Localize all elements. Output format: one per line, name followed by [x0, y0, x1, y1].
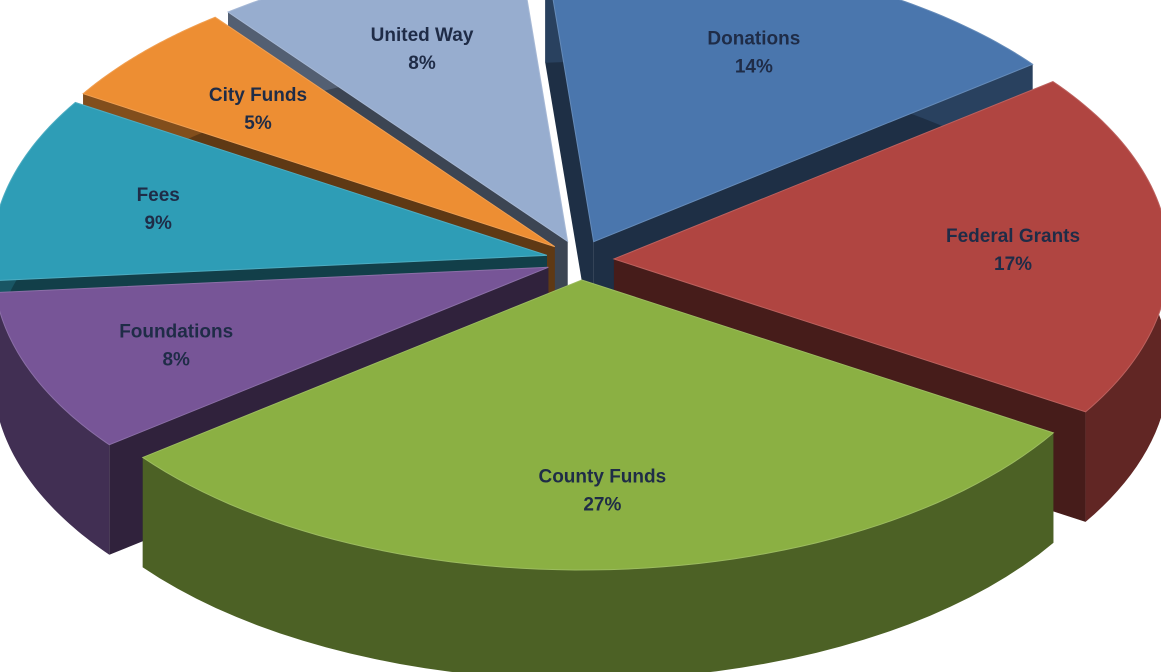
slice-united-way [226, 0, 569, 243]
slice-percent-fees: 9% [144, 213, 172, 234]
slice-percent-donations: 14% [735, 56, 773, 77]
slice-fees [0, 101, 548, 281]
slice-county-funds [141, 279, 1055, 571]
slice-radial-wall-donations-0 [545, 0, 594, 352]
slice-percent-county-funds: 27% [583, 494, 621, 515]
pie-top-faces [0, 0, 1161, 571]
slice-label-federal-grants: Federal Grants [946, 226, 1080, 247]
slice-outer-wall-county-funds [142, 432, 1054, 672]
slice-city-funds [82, 16, 556, 248]
slice-percent-united-way: 8% [408, 53, 436, 74]
slice-label-county-funds: County Funds [538, 466, 666, 487]
slice-percent-federal-grants: 17% [994, 254, 1032, 275]
slice-percent-city-funds: 5% [244, 113, 272, 134]
slice-label-fees: Fees [137, 185, 180, 206]
pie-labels: Donations 14% Federal Grants 17% County Fund… [119, 25, 1080, 516]
slice-percent-foundations: 8% [162, 349, 190, 370]
slice-outer-wall-foundations [0, 312, 110, 555]
slice-federal-grants [612, 80, 1161, 413]
slice-donations [552, 0, 1034, 243]
slice-foundations [0, 266, 549, 446]
slice-label-donations: Donations [707, 28, 800, 49]
slice-label-united-way: United Way [371, 25, 474, 46]
slice-label-city-funds: City Funds [209, 85, 307, 106]
slice-label-foundations: Foundations [119, 321, 233, 342]
